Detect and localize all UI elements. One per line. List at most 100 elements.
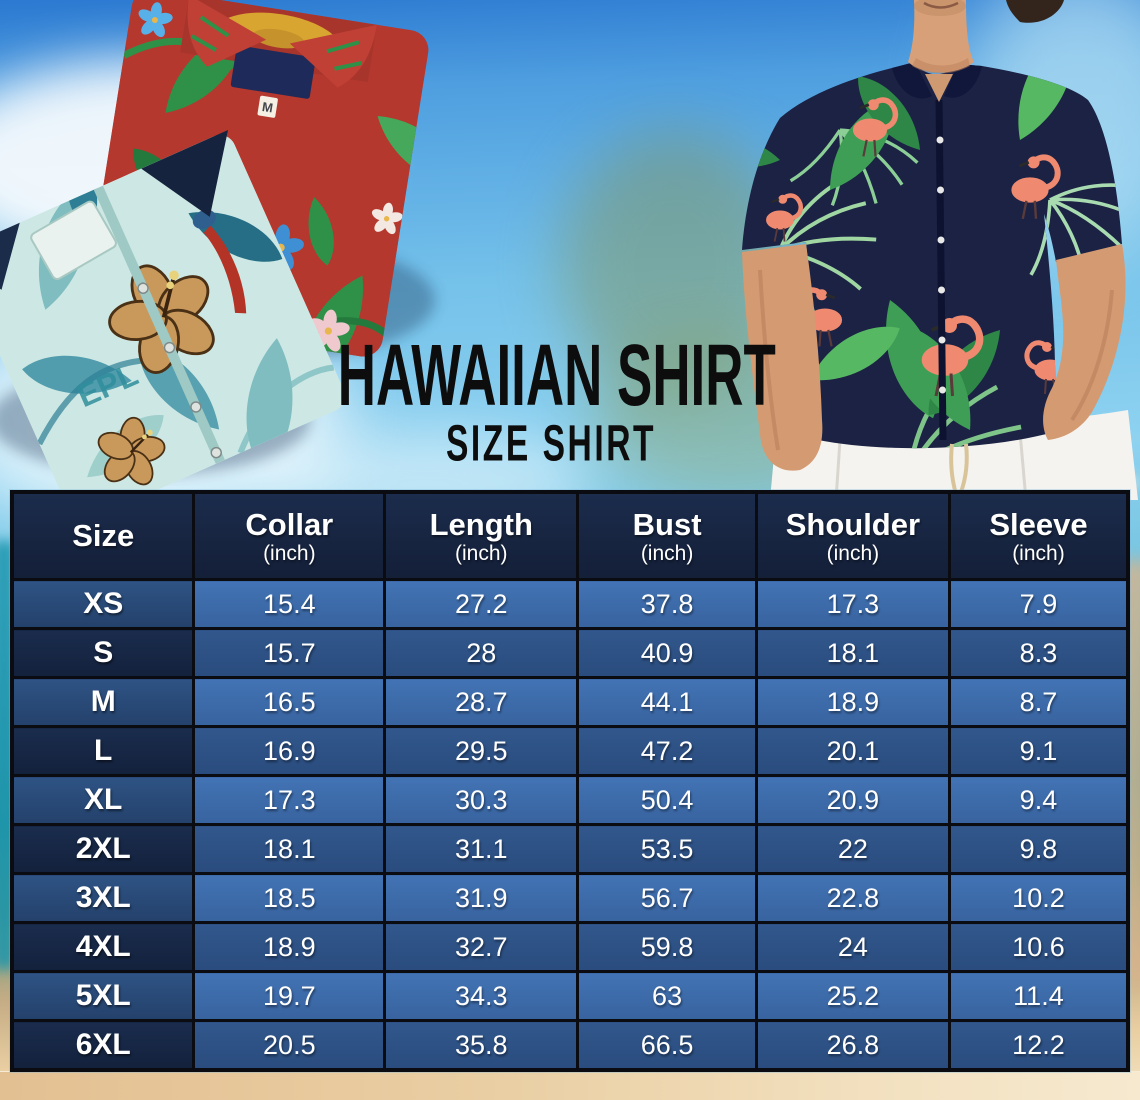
- value-cell: 10.6: [947, 921, 1130, 974]
- size-row-m: M 16.5 28.7 44.1 18.9 8.7: [10, 676, 1130, 729]
- value-cell: 25.2: [754, 970, 951, 1023]
- value-cell: 18.9: [192, 921, 387, 974]
- value-cell: 22.8: [754, 872, 951, 925]
- size-cell: XL: [10, 774, 196, 827]
- value-cell: 24: [754, 921, 951, 974]
- column-label: Size: [72, 518, 135, 554]
- collar-lapel: [892, 62, 932, 99]
- value-cell: 63: [576, 970, 758, 1023]
- value-cell: 40.9: [576, 627, 758, 680]
- value-cell: 34.3: [383, 970, 580, 1023]
- value-cell: 9.4: [947, 774, 1130, 827]
- size-cell: XS: [10, 577, 196, 631]
- shirt-pattern: [742, 62, 1122, 449]
- column-header-collar: Collar (inch): [192, 490, 387, 581]
- column-header-sleeve: Sleeve (inch): [947, 490, 1130, 581]
- value-cell: 18.5: [192, 872, 387, 925]
- size-row-6xl: 6XL 20.5 35.8 66.5 26.8 12.2: [10, 1019, 1130, 1072]
- size-row-5xl: 5XL 19.7 34.3 63 25.2 11.4: [10, 970, 1130, 1023]
- column-label: Shoulder: [785, 506, 921, 542]
- value-cell: 30.3: [383, 774, 580, 827]
- value-cell: 9.1: [947, 725, 1130, 778]
- column-unit: (inch): [263, 542, 316, 566]
- model-neck: [908, 0, 974, 74]
- value-cell: 31.9: [383, 872, 580, 925]
- page-title: HAWAIIAN SHIRT: [337, 327, 776, 425]
- column-unit: (inch): [640, 542, 694, 566]
- value-cell: 15.4: [192, 577, 387, 631]
- value-cell: 32.7: [383, 921, 580, 974]
- value-cell: 28: [383, 627, 580, 680]
- value-cell: 10.2: [947, 872, 1130, 925]
- value-cell: 18.1: [754, 627, 951, 680]
- column-label: Collar: [245, 506, 334, 542]
- column-header-bust: Bust (inch): [576, 490, 758, 581]
- value-cell: 26.8: [754, 1019, 951, 1072]
- value-cell: 29.5: [383, 725, 580, 778]
- value-cell: 44.1: [576, 676, 758, 729]
- column-header-length: Length (inch): [383, 490, 580, 581]
- size-cell: M: [10, 676, 196, 729]
- table-header-row: Size Collar (inch) Length (inch) Bust (inch) Sh…: [10, 490, 1130, 581]
- column-header-shoulder: Shoulder (inch): [754, 490, 951, 581]
- value-cell: 11.4: [947, 970, 1130, 1023]
- value-cell: 27.2: [383, 577, 580, 631]
- model-hair: [1006, 0, 1064, 23]
- size-row-l: L 16.9 29.5 47.2 20.1 9.1: [10, 725, 1130, 778]
- column-unit: (inch): [826, 542, 880, 566]
- value-cell: 22: [754, 823, 951, 876]
- size-row-3xl: 3XL 18.5 31.9 56.7 22.8 10.2: [10, 872, 1130, 925]
- value-cell: 15.7: [192, 627, 387, 680]
- column-unit: (inch): [455, 542, 508, 566]
- value-cell: 59.8: [576, 921, 758, 974]
- collar-flap: [187, 0, 267, 67]
- value-cell: 19.7: [192, 970, 387, 1023]
- size-chart-table: Size Collar (inch) Length (inch) Bust (inch) Sh…: [10, 490, 1130, 1072]
- size-cell: S: [10, 627, 196, 680]
- value-cell: 50.4: [576, 774, 758, 827]
- value-cell: 7.9: [947, 577, 1130, 631]
- value-cell: 17.3: [754, 577, 951, 631]
- size-row-2xl: 2XL 18.1 31.1 53.5 22 9.8: [10, 823, 1130, 876]
- page-subtitle: SIZE SHIRT: [445, 415, 657, 473]
- value-cell: 18.9: [754, 676, 951, 729]
- model-arm-right: [1043, 244, 1126, 440]
- value-cell: 28.7: [383, 676, 580, 729]
- value-cell: 53.5: [576, 823, 758, 876]
- chest-skin: [925, 74, 953, 102]
- sand-strip: [0, 1071, 1140, 1100]
- size-cell: 3XL: [10, 872, 196, 925]
- value-cell: 20.9: [754, 774, 951, 827]
- size-cell: L: [10, 725, 196, 778]
- size-cell: 2XL: [10, 823, 196, 876]
- value-cell: 66.5: [576, 1019, 758, 1072]
- value-cell: 17.3: [192, 774, 387, 827]
- value-cell: 9.8: [947, 823, 1130, 876]
- size-row-s: S 15.7 28 40.9 18.1 8.3: [10, 627, 1130, 680]
- value-cell: 35.8: [383, 1019, 580, 1072]
- column-label: Length: [429, 506, 533, 542]
- value-cell: 47.2: [576, 725, 758, 778]
- size-row-4xl: 4XL 18.9 32.7 59.8 24 10.6: [10, 921, 1130, 974]
- value-cell: 20.1: [754, 725, 951, 778]
- value-cell: 56.7: [576, 872, 758, 925]
- value-cell: 18.1: [192, 823, 387, 876]
- size-row-xl: XL 17.3 30.3 50.4 20.9 9.4: [10, 774, 1130, 827]
- value-cell: 31.1: [383, 823, 580, 876]
- column-label: Sleeve: [989, 506, 1088, 542]
- value-cell: 12.2: [947, 1019, 1130, 1072]
- value-cell: 37.8: [576, 577, 758, 631]
- mouth: [923, 1, 959, 9]
- value-cell: 8.7: [947, 676, 1130, 729]
- value-cell: 16.9: [192, 725, 387, 778]
- value-cell: 16.5: [192, 676, 387, 729]
- value-cell: 8.3: [947, 627, 1130, 680]
- size-tag-letter: M: [261, 99, 274, 116]
- column-unit: (inch): [1012, 542, 1065, 566]
- size-row-xs: XS 15.4 27.2 37.8 17.3 7.9: [10, 577, 1130, 631]
- title-block: HAWAIIAN SHIRT SIZE SHIRT: [296, 328, 806, 472]
- size-cell: 5XL: [10, 970, 196, 1023]
- brand-label: [218, 12, 341, 57]
- size-cell: 6XL: [10, 1019, 196, 1072]
